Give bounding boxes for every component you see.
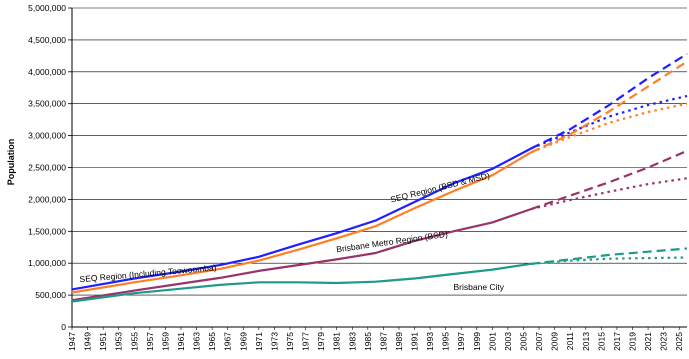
- x-tick-label: 1963: [192, 332, 202, 351]
- x-tick-label: 1953: [114, 332, 124, 351]
- x-tick-label: 1971: [254, 332, 264, 351]
- x-tick-label: 1989: [394, 332, 404, 351]
- x-tick-label: 1961: [176, 332, 186, 351]
- x-tick-label: 1977: [301, 332, 311, 351]
- x-tick-label: 1995: [441, 332, 451, 351]
- series-1-projection-dotted: [530, 102, 688, 154]
- x-tick-label: 1947: [67, 332, 77, 351]
- x-tick-label: 1949: [83, 332, 93, 351]
- x-tick-label: 1999: [472, 332, 482, 351]
- series-3-projection-dashed: [531, 247, 688, 265]
- x-tick-label: 1993: [425, 332, 435, 351]
- x-tick-label: 2007: [534, 332, 544, 351]
- x-tick-label: 1969: [238, 332, 248, 351]
- y-tick-label: 4,500,000: [28, 35, 66, 45]
- x-tick-label: 1973: [269, 332, 279, 351]
- y-tick-label: 4,000,000: [28, 67, 66, 77]
- x-tick-label: 1957: [145, 332, 155, 351]
- x-tick-label: 1955: [129, 332, 139, 351]
- y-tick-label: 2,500,000: [28, 163, 66, 173]
- series-0-projection-dashed: [530, 52, 688, 150]
- x-tick-label: 2005: [519, 332, 529, 351]
- y-axis-label: Population: [6, 139, 16, 186]
- y-tick-label: 2,000,000: [28, 194, 66, 204]
- x-tick-label: 1967: [223, 332, 233, 351]
- x-axis-ticks: 1947 1949 1951 1953 1955 1957 1959 1961 1963 1965…: [67, 327, 684, 351]
- x-tick-label: 1981: [332, 332, 342, 351]
- series-annotation: Brisbane City: [454, 282, 505, 292]
- x-tick-label: 1959: [160, 332, 170, 351]
- x-tick-label: 2023: [659, 332, 669, 351]
- series-2-projection-dotted: [531, 177, 688, 211]
- x-tick-label: 1951: [98, 332, 108, 351]
- gridlines: [72, 7, 687, 296]
- y-axis-ticks: 0 500,000 1,000,000 1,500,000 2,000,000 2,500…: [28, 3, 72, 332]
- y-tick-label: 0: [61, 322, 66, 332]
- y-tick-label: 1,000,000: [28, 258, 66, 268]
- x-tick-label: 1983: [347, 332, 357, 351]
- series-2-projection-dashed: [530, 149, 688, 211]
- x-tick-label: 2015: [596, 332, 606, 351]
- x-tick-label: 2011: [565, 332, 575, 351]
- y-tick-label: 5,000,000: [28, 3, 66, 13]
- x-tick-label: 1991: [410, 332, 420, 351]
- series-3-projection-dotted: [531, 256, 688, 265]
- x-tick-label: 2009: [550, 332, 560, 351]
- x-tick-label: 2021: [643, 332, 653, 351]
- x-tick-label: 2001: [487, 332, 497, 351]
- x-tick-label: 2019: [628, 332, 638, 351]
- series-0-projection-dotted: [530, 94, 688, 150]
- x-tick-label: 1987: [378, 332, 388, 351]
- x-tick-label: 1965: [207, 332, 217, 351]
- x-tick-label: 1985: [363, 332, 373, 351]
- x-tick-label: 2003: [503, 332, 513, 351]
- series-lines: [71, 52, 688, 303]
- x-tick-label: 2013: [581, 332, 591, 351]
- x-tick-label: 2017: [612, 332, 622, 351]
- x-tick-label: 2025: [674, 332, 684, 351]
- series-3-line: [71, 262, 532, 303]
- x-tick-label: 1979: [316, 332, 326, 351]
- series-0-line: [71, 147, 532, 291]
- series-1-projection-dashed: [530, 60, 688, 154]
- x-tick-label: 1975: [285, 332, 295, 351]
- x-tick-label: 1997: [456, 332, 466, 351]
- y-tick-label: 500,000: [35, 290, 66, 300]
- y-tick-label: 3,000,000: [28, 131, 66, 141]
- y-tick-label: 1,500,000: [28, 226, 66, 236]
- series-2-line: [71, 207, 532, 302]
- y-tick-label: 3,500,000: [28, 99, 66, 109]
- series-1-line: [71, 151, 532, 294]
